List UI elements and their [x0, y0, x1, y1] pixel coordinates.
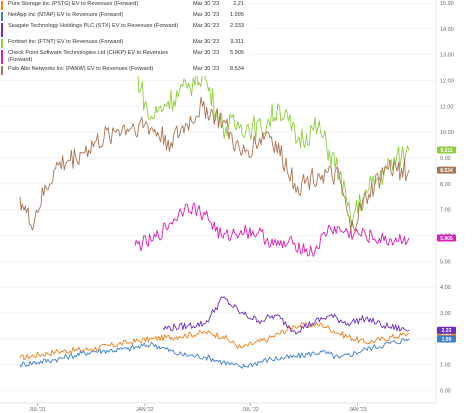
series-line — [134, 202, 410, 257]
series-end-label: 5.905 — [440, 236, 453, 242]
y-tick-label: 14.00 — [440, 27, 454, 33]
series-line — [134, 64, 410, 227]
y-tick-label: 7.00 — [440, 208, 451, 214]
legend-value: 8.534 — [230, 66, 244, 72]
series-end-badge — [437, 234, 456, 242]
x-tick-label: JUL '21 — [29, 407, 46, 413]
series-line — [19, 321, 410, 361]
legend-swatch — [1, 39, 3, 48]
y-tick-label: 11.00 — [440, 104, 453, 110]
series-end-label: 2.33 — [442, 328, 452, 334]
y-tick-label: 10.00 — [440, 130, 454, 136]
legend-value: 9.311 — [230, 39, 244, 45]
series-end-label: 2.21 — [442, 331, 452, 337]
legend-series-name: Fortinet Inc (FTNT) EV to Revenues (Forw… — [8, 39, 124, 45]
y-tick-label: 5.00 — [440, 259, 451, 265]
series-end-label: 8.534 — [440, 168, 453, 174]
legend-item[interactable]: Seagate Technology Holdings PLC (STX) EV… — [0, 22, 250, 38]
legend-date: Mar 30 '23 — [193, 50, 220, 56]
x-tick-label: JAN '23 — [349, 407, 367, 413]
legend-item[interactable]: NetApp Inc (NTAP) EV to Revenues (Forwar… — [0, 11, 250, 22]
legend-value: 2.21 — [233, 1, 244, 7]
series-line — [162, 296, 410, 335]
legend-swatch — [1, 12, 3, 21]
legend-series-name: Seagate Technology Holdings PLC (STX) EV… — [8, 23, 179, 29]
y-tick-label: 4.00 — [440, 285, 451, 291]
legend-value: 2.333 — [230, 23, 244, 29]
series-end-badge — [437, 326, 456, 334]
legend-date: Mar 30 '23 — [193, 23, 220, 29]
legend-swatch — [1, 23, 3, 37]
legend-value: 1.995 — [230, 12, 244, 18]
x-tick-label: JAN '22 — [136, 407, 154, 413]
y-tick-label: 12.00 — [440, 79, 454, 85]
legend-date: Mar 30 '23 — [193, 39, 220, 45]
legend-swatch — [1, 1, 3, 10]
legend-swatch — [1, 66, 3, 75]
series-end-badge — [437, 335, 456, 343]
legend-item[interactable]: Palo Alto Networks Inc (PANW) EV to Reve… — [0, 65, 250, 76]
series-end-badge — [437, 166, 456, 174]
chart-legend: Pure Storage Inc (PSTG) EV to Revenues (… — [0, 0, 250, 76]
y-tick-label: 1.00 — [440, 363, 451, 369]
y-tick-label: 0.00 — [440, 389, 451, 395]
legend-date: Mar 30 '23 — [193, 66, 220, 72]
legend-series-name: Pure Storage Inc (PSTG) EV to Revenues (… — [8, 1, 139, 7]
series-line — [19, 338, 410, 369]
series-end-label: 9.311 — [440, 148, 452, 154]
y-tick-label: 9.00 — [440, 156, 451, 162]
series-end-badge — [437, 146, 456, 154]
x-tick-label: JUL '22 — [242, 407, 259, 413]
legend-date: Mar 30 '23 — [193, 12, 220, 18]
y-tick-label: 8.00 — [440, 182, 451, 188]
legend-value: 5.905 — [230, 50, 244, 56]
series-end-label: 1.99 — [442, 337, 452, 343]
y-tick-label: 3.00 — [440, 311, 451, 317]
y-tick-label: 15.00 — [440, 1, 454, 7]
legend-series-name: Check Point Software Technologies Ltd (C… — [8, 50, 169, 63]
legend-swatch — [1, 50, 3, 64]
legend-series-name: Palo Alto Networks Inc (PANW) EV to Reve… — [8, 66, 154, 72]
legend-item[interactable]: Pure Storage Inc (PSTG) EV to Revenues (… — [0, 0, 250, 11]
legend-date: Mar 30 '23 — [193, 1, 220, 7]
series-line — [19, 96, 410, 232]
y-tick-label: 13.00 — [440, 53, 454, 59]
legend-series-name: NetApp Inc (NTAP) EV to Revenues (Forwar… — [8, 12, 124, 18]
legend-item[interactable]: Fortinet Inc (FTNT) EV to Revenues (Forw… — [0, 38, 250, 49]
legend-item[interactable]: Check Point Software Technologies Ltd (C… — [0, 49, 250, 65]
